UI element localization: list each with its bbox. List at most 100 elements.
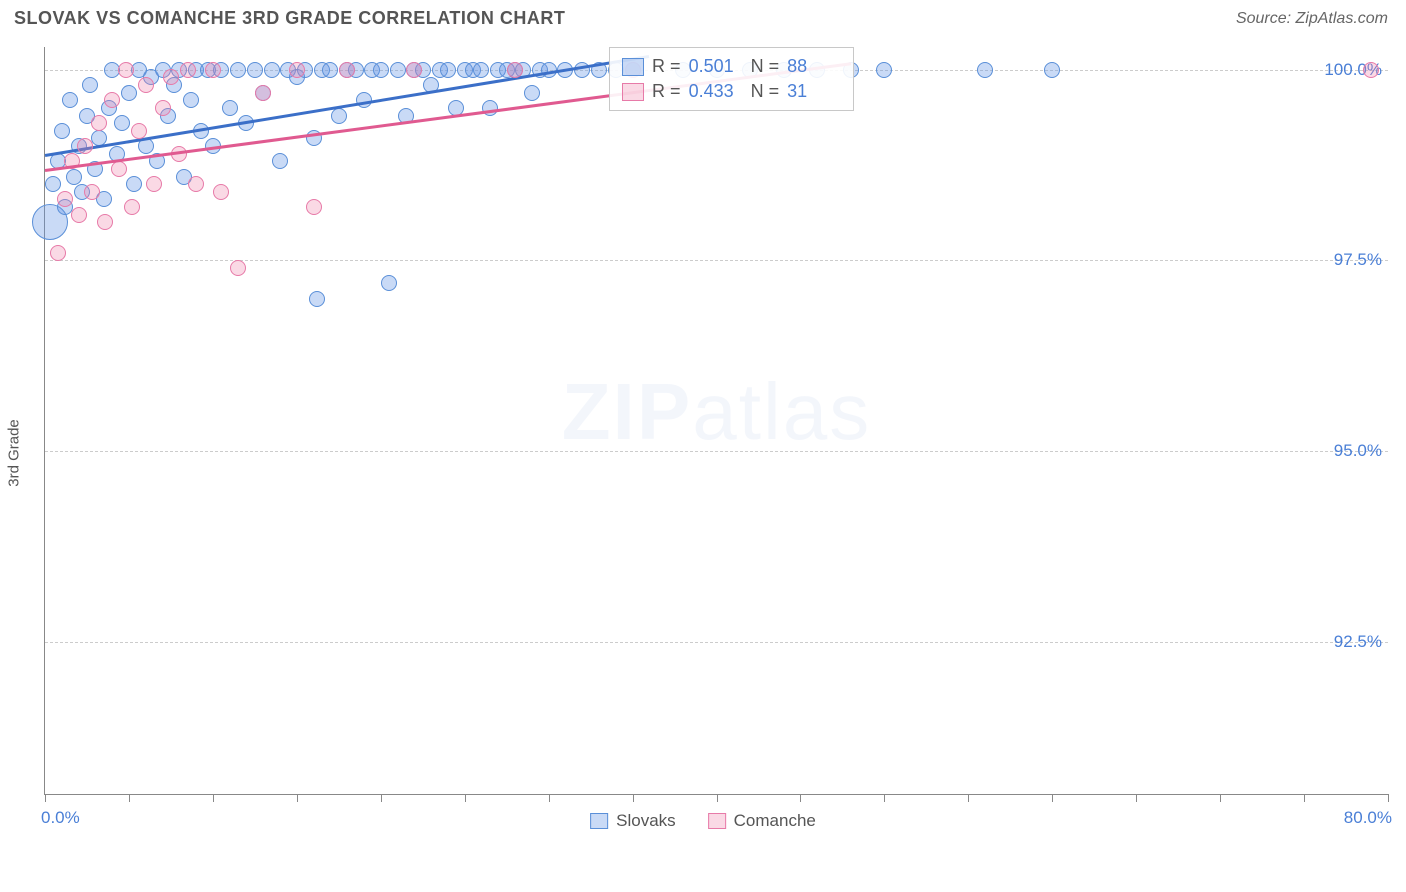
scatter-point	[138, 77, 154, 93]
scatter-point	[163, 69, 179, 85]
scatter-point	[1044, 62, 1060, 78]
scatter-point	[440, 62, 456, 78]
x-tick	[1220, 794, 1221, 802]
scatter-point	[54, 123, 70, 139]
gridline	[45, 260, 1388, 261]
r-label: R =	[652, 56, 681, 77]
scatter-point	[97, 214, 113, 230]
scatter-point	[205, 62, 221, 78]
n-label: N =	[751, 81, 780, 102]
scatter-point	[289, 62, 305, 78]
scatter-point	[373, 62, 389, 78]
x-tick	[717, 794, 718, 802]
bottom-legend-item: Comanche	[708, 811, 816, 831]
scatter-point	[222, 100, 238, 116]
watermark: ZIPatlas	[562, 365, 871, 457]
header: SLOVAK VS COMANCHE 3RD GRADE CORRELATION…	[0, 0, 1406, 35]
x-tick	[1304, 794, 1305, 802]
r-value: 0.501	[689, 56, 743, 77]
scatter-point	[213, 184, 229, 200]
scatter-point	[507, 62, 523, 78]
x-max-label: 80.0%	[1344, 808, 1392, 828]
scatter-point	[255, 85, 271, 101]
x-tick	[297, 794, 298, 802]
gridline	[45, 451, 1388, 452]
x-tick	[1052, 794, 1053, 802]
scatter-point	[473, 62, 489, 78]
n-value: 88	[787, 56, 841, 77]
scatter-point	[322, 62, 338, 78]
r-label: R =	[652, 81, 681, 102]
scatter-point	[84, 184, 100, 200]
scatter-point	[482, 100, 498, 116]
legend-row: R = 0.501 N = 88	[622, 54, 841, 79]
n-label: N =	[751, 56, 780, 77]
scatter-point	[230, 260, 246, 276]
legend-swatch	[622, 58, 644, 76]
scatter-point	[57, 191, 73, 207]
legend-swatch	[590, 813, 608, 829]
x-tick	[633, 794, 634, 802]
source-label: Source: ZipAtlas.com	[1236, 10, 1388, 28]
x-tick	[465, 794, 466, 802]
scatter-point	[390, 62, 406, 78]
scatter-point	[977, 62, 993, 78]
legend-swatch	[622, 83, 644, 101]
scatter-point	[114, 115, 130, 131]
scatter-point	[272, 153, 288, 169]
legend-row: R = 0.433 N = 31	[622, 79, 841, 104]
watermark-zip: ZIP	[562, 366, 692, 455]
y-tick-label: 97.5%	[1334, 250, 1382, 270]
scatter-point	[146, 176, 162, 192]
chart-title: SLOVAK VS COMANCHE 3RD GRADE CORRELATION…	[14, 8, 565, 29]
scatter-point	[121, 85, 137, 101]
chart-area: 3rd Grade ZIPatlas 100.0%97.5%95.0%92.5%…	[0, 35, 1406, 871]
x-tick	[45, 794, 46, 802]
x-tick	[1388, 794, 1389, 802]
scatter-point	[131, 123, 147, 139]
scatter-point	[126, 176, 142, 192]
x-tick	[800, 794, 801, 802]
scatter-point	[62, 92, 78, 108]
r-value: 0.433	[689, 81, 743, 102]
legend-label: Comanche	[734, 811, 816, 831]
x-tick	[884, 794, 885, 802]
y-axis-label: 3rd Grade	[6, 419, 23, 487]
n-value: 31	[787, 81, 841, 102]
scatter-point	[45, 176, 61, 192]
scatter-point	[264, 62, 280, 78]
scatter-point	[406, 62, 422, 78]
scatter-point	[524, 85, 540, 101]
plot-region: ZIPatlas 100.0%97.5%95.0%92.5%0.0%80.0%R…	[44, 47, 1388, 795]
scatter-point	[247, 62, 263, 78]
bottom-legend-item: Slovaks	[590, 811, 676, 831]
scatter-point	[111, 161, 127, 177]
scatter-point	[50, 245, 66, 261]
scatter-point	[183, 92, 199, 108]
scatter-point	[91, 115, 107, 131]
scatter-point	[71, 207, 87, 223]
bottom-legend: Slovaks Comanche	[590, 811, 816, 831]
scatter-point	[381, 275, 397, 291]
x-tick	[549, 794, 550, 802]
x-tick	[1136, 794, 1137, 802]
scatter-point	[1363, 62, 1379, 78]
legend-swatch	[708, 813, 726, 829]
scatter-point	[66, 169, 82, 185]
scatter-point	[82, 77, 98, 93]
y-tick-label: 95.0%	[1334, 441, 1382, 461]
scatter-point	[331, 108, 347, 124]
scatter-point	[339, 62, 355, 78]
x-tick	[213, 794, 214, 802]
x-tick	[381, 794, 382, 802]
scatter-point	[155, 100, 171, 116]
x-tick	[129, 794, 130, 802]
scatter-point	[306, 199, 322, 215]
x-min-label: 0.0%	[41, 808, 80, 828]
scatter-point	[118, 62, 134, 78]
scatter-point	[309, 291, 325, 307]
scatter-point	[188, 176, 204, 192]
scatter-point	[876, 62, 892, 78]
x-tick	[968, 794, 969, 802]
scatter-point	[180, 62, 196, 78]
